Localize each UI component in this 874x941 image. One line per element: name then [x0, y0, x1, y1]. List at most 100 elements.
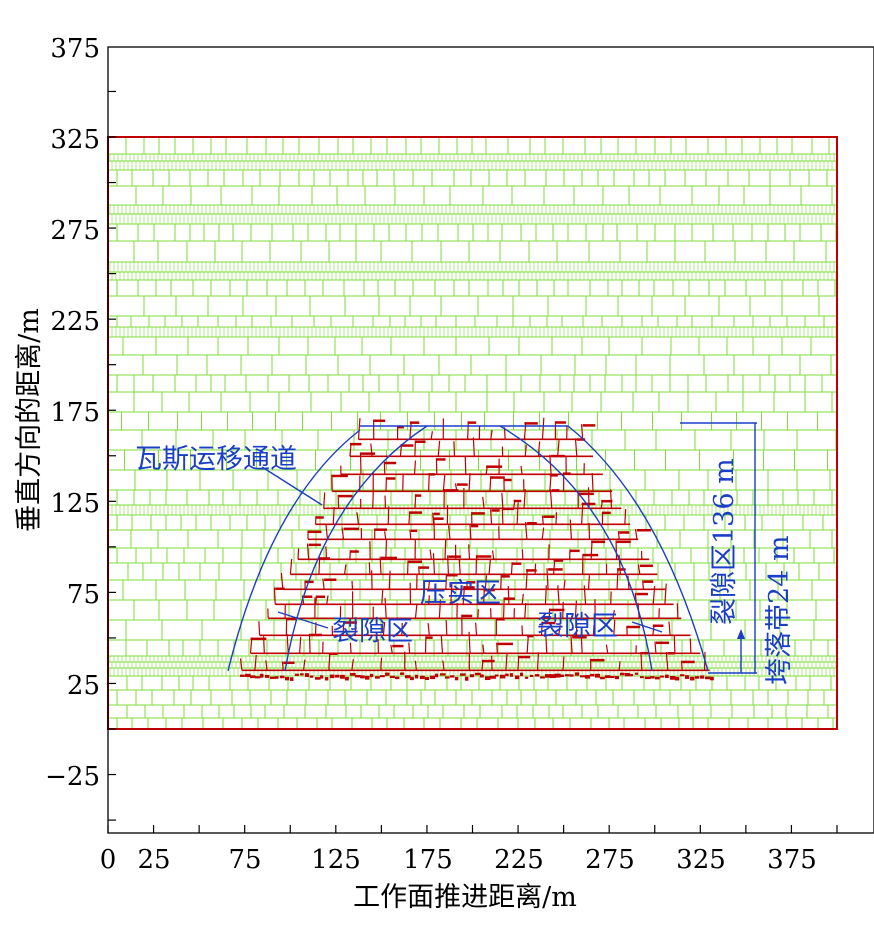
fractured-joint: [445, 573, 448, 590]
fractured-joint: [432, 512, 435, 525]
rock-fragment: [551, 489, 560, 492]
rock-fragment: [643, 580, 654, 583]
fractured-joint: [286, 633, 289, 654]
fractured-joint: [409, 421, 412, 440]
caving-rubble: [339, 674, 345, 679]
rock-fragment: [619, 531, 630, 534]
caving-rubble: [689, 676, 695, 681]
rock-fragment: [476, 555, 492, 558]
fractured-joint: [536, 652, 540, 671]
fractured-joint: [637, 564, 641, 575]
fractured-joint: [249, 637, 253, 654]
fractured-joint: [308, 633, 311, 654]
caving-rubble: [549, 674, 556, 679]
outer-right-fracture-boundary: [567, 425, 709, 672]
fractured-joint: [609, 489, 613, 509]
caving-rubble: [439, 673, 446, 676]
caving-rubble: [244, 673, 251, 677]
rock-fragment: [572, 636, 587, 639]
fracture-zone-right-label: 裂隙区: [537, 611, 618, 642]
fractured-joint: [541, 527, 545, 540]
fractured-joint: [673, 635, 676, 654]
caving-rubble: [524, 676, 529, 679]
fractured-joint: [384, 531, 387, 540]
caving-rubble: [579, 675, 586, 678]
fractured-joint: [616, 568, 619, 590]
caving-rubble: [414, 674, 419, 679]
caving-rubble: [254, 676, 261, 679]
caving-rubble: [289, 677, 294, 681]
fractured-joint: [544, 585, 547, 605]
rock-fragment: [526, 522, 537, 525]
y-tick-label: 275: [50, 216, 100, 246]
fractured-joint: [414, 440, 417, 457]
x-tick-label: 0: [100, 845, 117, 875]
caving-rubble: [569, 674, 574, 677]
caving-rubble: [564, 674, 570, 677]
rock-fragment: [456, 483, 468, 486]
fractured-joint: [617, 531, 620, 540]
rock-fragment: [582, 553, 599, 557]
rock-fragment: [582, 424, 596, 427]
rock-fragment: [303, 595, 313, 598]
fractured-joint: [587, 487, 590, 509]
caving-rubble: [429, 675, 436, 680]
fractured-joint: [612, 609, 615, 619]
caving-rubble: [369, 673, 374, 678]
fractured-joint: [581, 502, 584, 525]
fractured-joint: [615, 540, 618, 560]
fractured-joint: [524, 444, 527, 457]
rock-fragment: [407, 560, 422, 564]
fractured-joint: [501, 492, 504, 509]
rock-fragment: [400, 444, 414, 447]
caving-rubble: [624, 672, 630, 677]
caving-rubble: [674, 676, 680, 681]
caving-rubble: [479, 674, 484, 678]
fractured-joint: [526, 634, 529, 654]
fractured-joint: [521, 549, 524, 560]
fractured-joint: [549, 474, 552, 492]
fractured-joint: [380, 657, 383, 671]
rock-fragment: [308, 530, 322, 534]
fractured-joint: [516, 502, 519, 525]
fractured-joint: [427, 580, 431, 590]
fractured-joint: [442, 660, 445, 671]
caving-rubble: [609, 675, 615, 679]
caving-rubble: [614, 676, 619, 680]
fractured-joint: [501, 507, 504, 525]
caving-rubble: [264, 674, 270, 678]
rock-fragment: [636, 592, 648, 596]
rock-fragment: [496, 618, 505, 621]
fractured-joint: [432, 553, 436, 575]
fractured-joint: [413, 460, 417, 475]
fractured-joint: [444, 539, 447, 560]
x-tick-label: 275: [585, 845, 635, 875]
caving-rubble: [299, 673, 304, 676]
fractured-joint: [341, 527, 345, 540]
caving-rubble: [399, 672, 405, 675]
fractured-joint: [239, 658, 243, 671]
fractured-joint: [574, 438, 578, 457]
caving-rubble: [259, 673, 264, 678]
rock-fragment: [627, 625, 641, 629]
caving-rubble: [449, 675, 455, 678]
fractured-joint: [587, 575, 590, 590]
caving-rubble: [704, 676, 711, 680]
rock-fragment: [436, 458, 446, 461]
rock-fragment: [548, 568, 563, 571]
y-tick-label: 25: [67, 671, 100, 701]
y-tick-label: 125: [50, 489, 100, 519]
caving-rubble: [334, 674, 340, 678]
rock-block-grid: [108, 137, 837, 729]
fractured-joint: [676, 603, 679, 619]
caving-rubble: [534, 674, 540, 677]
fractured-joint: [482, 588, 485, 605]
caving-rubble: [559, 674, 564, 678]
rock-fragment: [578, 492, 594, 496]
fractured-joint: [591, 472, 594, 492]
caving-rubble: [434, 673, 439, 678]
fractured-joint: [445, 620, 448, 636]
annotation-curves: [227, 422, 757, 674]
caving-rubble: [649, 676, 655, 679]
